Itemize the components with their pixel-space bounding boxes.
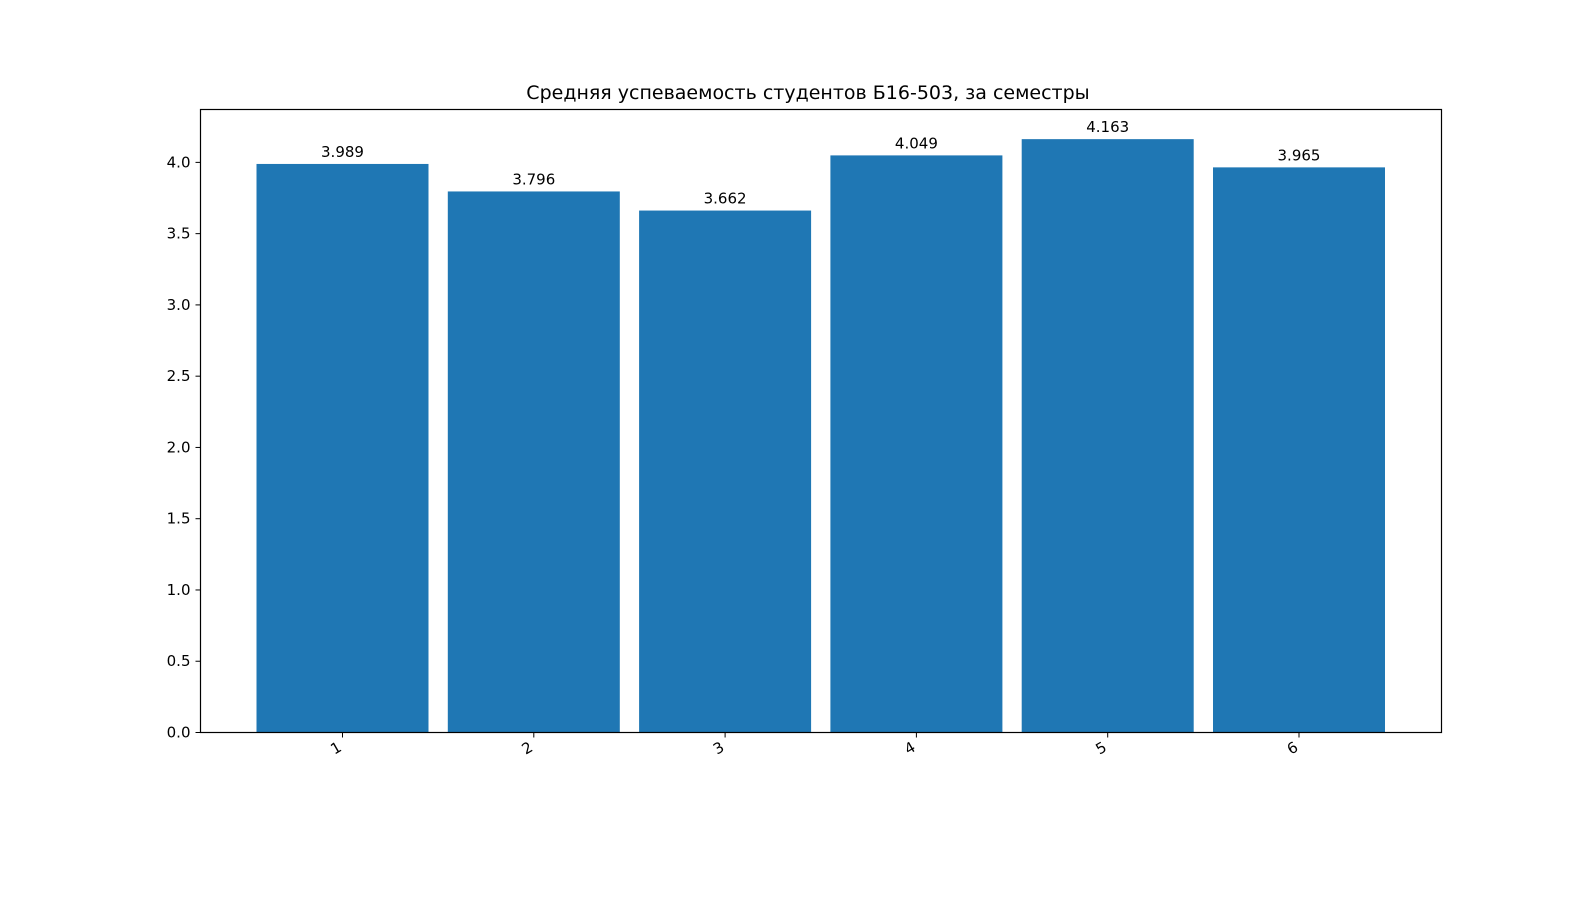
bar-3 (639, 210, 812, 733)
bar-6 (1213, 167, 1385, 733)
bars-layer (256, 139, 1385, 733)
data-label-3: 3.662 (704, 190, 747, 208)
y-tick-label-4.0: 4.0 (167, 153, 191, 171)
y-tick-label-2.5: 2.5 (167, 367, 191, 385)
plot-frame (199, 108, 1443, 734)
y-tick-label-3.5: 3.5 (167, 225, 191, 243)
y-tick-label-0.0: 0.0 (167, 724, 191, 742)
data-label-5: 4.163 (1086, 118, 1129, 136)
data-label-4: 4.049 (895, 134, 938, 152)
value-labels-layer: 3.989 3.796 3.662 4.049 4.163 3.965 (321, 118, 1320, 207)
bar-2 (447, 191, 620, 733)
y-tick-label-1.0: 1.0 (167, 581, 191, 599)
y-tick-label-2.0: 2.0 (167, 438, 191, 456)
chart-title: Средняя успеваемость студентов Б16-503, … (526, 82, 1089, 104)
data-label-6: 3.965 (1278, 146, 1321, 164)
y-tick-label-3.0: 3.0 (167, 296, 191, 314)
data-label-1: 3.989 (321, 143, 364, 161)
data-label-2: 3.796 (512, 170, 555, 188)
y-axis: 0.0 0.5 1.0 1.5 2.0 2.5 3.0 3.5 4.0 (167, 153, 201, 742)
y-tick-label-1.5: 1.5 (167, 510, 191, 528)
bar-4 (830, 155, 1003, 733)
y-tick-label-0.5: 0.5 (167, 652, 191, 670)
bar-1 (256, 163, 429, 733)
bar-5 (1021, 139, 1194, 733)
